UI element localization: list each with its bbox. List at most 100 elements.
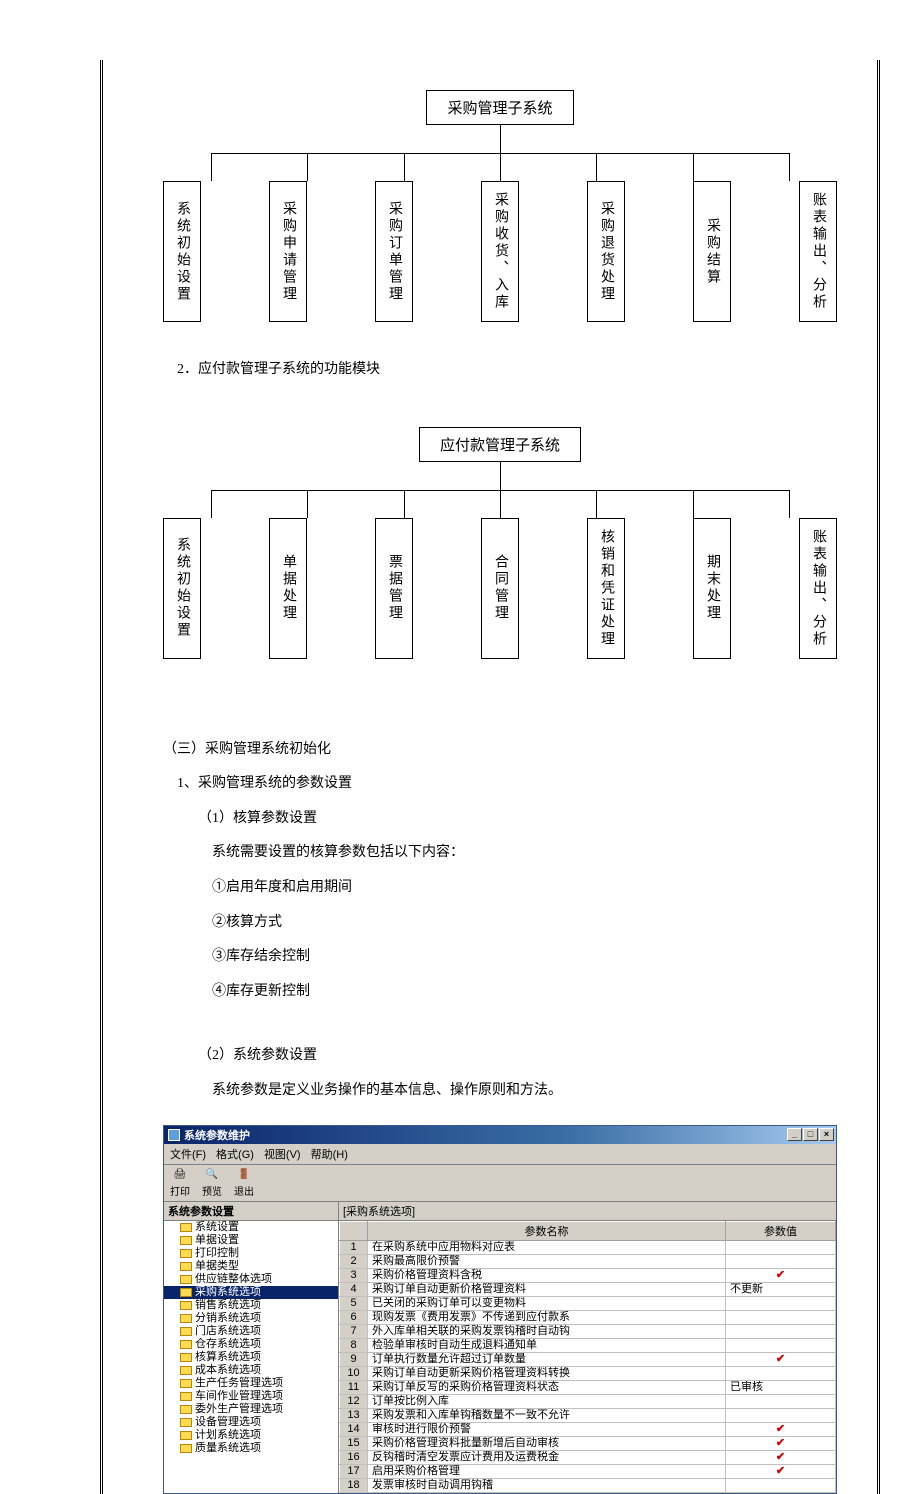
tree-item[interactable]: 分销系统选项 <box>164 1312 338 1325</box>
section-2-heading: 2．应付款管理子系统的功能模块 <box>177 357 837 384</box>
tree-item[interactable]: 成本系统选项 <box>164 1364 338 1377</box>
param-table: 参数名称 参数值 1在采购系统中应用物料对应表2采购最高限价预警3采购价格管理资… <box>339 1221 836 1493</box>
param-name-cell: 采购订单反写的采购价格管理资料状态 <box>368 1380 726 1394</box>
table-row[interactable]: 3采购价格管理资料含税✔ <box>340 1268 836 1282</box>
table-row[interactable]: 13采购发票和入库单钩稽数量不一致不允许 <box>340 1408 836 1422</box>
folder-icon <box>180 1236 192 1245</box>
tree-item[interactable]: 核算系统选项 <box>164 1351 338 1364</box>
param-value-cell[interactable]: ✔ <box>726 1268 836 1282</box>
param-value-cell[interactable]: ✔ <box>726 1450 836 1464</box>
orgchart-child: 采购退货处理 <box>587 181 625 322</box>
tree-item[interactable]: 生产任务管理选项 <box>164 1377 338 1390</box>
param-value-cell[interactable] <box>726 1366 836 1380</box>
tree-panel: 系统参数设置 系统设置单据设置打印控制单据类型供应链整体选项采购系统选项销售系统… <box>164 1202 339 1493</box>
toolbar-button[interactable]: 🚪退出 <box>234 1168 254 1198</box>
orgchart-child: 系统初始设置 <box>163 181 201 322</box>
check-icon: ✔ <box>776 1451 785 1463</box>
tree-item[interactable]: 供应链整体选项 <box>164 1273 338 1286</box>
tree-item-label: 采购系统选项 <box>195 1286 261 1299</box>
tree-item-label: 销售系统选项 <box>195 1299 261 1312</box>
toolbar-label: 退出 <box>234 1183 254 1198</box>
toolbar-button[interactable]: 🖨打印 <box>170 1168 190 1198</box>
folder-icon <box>180 1418 192 1427</box>
table-row[interactable]: 17启用采购价格管理✔ <box>340 1464 836 1478</box>
menu-item[interactable]: 帮助(H) <box>311 1146 348 1162</box>
table-row[interactable]: 5已关闭的采购订单可以变更物料 <box>340 1296 836 1310</box>
folder-icon <box>180 1392 192 1401</box>
param-value-cell[interactable] <box>726 1324 836 1338</box>
row-number: 17 <box>340 1464 368 1478</box>
param-value-cell[interactable]: ✔ <box>726 1464 836 1478</box>
folder-icon <box>180 1405 192 1414</box>
tree-item[interactable]: 质量系统选项 <box>164 1442 338 1455</box>
table-row[interactable]: 18发票审核时自动调用钩稽 <box>340 1478 836 1492</box>
maximize-button[interactable]: □ <box>803 1128 818 1141</box>
menu-item[interactable]: 视图(V) <box>264 1146 301 1162</box>
row-number: 15 <box>340 1436 368 1450</box>
tree-item[interactable]: 车间作业管理选项 <box>164 1390 338 1403</box>
param-value-cell[interactable] <box>726 1296 836 1310</box>
tree-item[interactable]: 单据类型 <box>164 1260 338 1273</box>
para-6: ④库存更新控制 <box>212 979 837 1006</box>
tree-item[interactable]: 设备管理选项 <box>164 1416 338 1429</box>
table-row[interactable]: 16反钩稽时清空发票应计费用及运费税金✔ <box>340 1450 836 1464</box>
tree-item[interactable]: 仓存系统选项 <box>164 1338 338 1351</box>
param-value-cell[interactable]: 已审核 <box>726 1380 836 1394</box>
col-value: 参数值 <box>726 1221 836 1240</box>
param-value-cell[interactable]: ✔ <box>726 1352 836 1366</box>
table-row[interactable]: 10采购订单自动更新采购价格管理资料转换 <box>340 1366 836 1380</box>
close-button[interactable]: × <box>819 1128 834 1141</box>
tree-item-label: 分销系统选项 <box>195 1312 261 1325</box>
param-value-cell[interactable]: ✔ <box>726 1422 836 1436</box>
预览-icon: 🔍 <box>204 1168 220 1182</box>
table-row[interactable]: 9订单执行数量允许超过订单数量✔ <box>340 1352 836 1366</box>
tree-item[interactable]: 采购系统选项 <box>164 1286 338 1299</box>
table-row[interactable]: 8检验单审核时自动生成退料通知单 <box>340 1338 836 1352</box>
param-name-cell: 审核时进行限价预警 <box>368 1422 726 1436</box>
tree-item[interactable]: 门店系统选项 <box>164 1325 338 1338</box>
table-row[interactable]: 7外入库单相关联的采购发票钩稽时自动钩 <box>340 1324 836 1338</box>
table-row[interactable]: 6现购发票《费用发票》不传递到应付款系 <box>340 1310 836 1324</box>
orgchart-root: 采购管理子系统 <box>426 90 573 125</box>
folder-icon <box>180 1275 192 1284</box>
param-name-cell: 采购发票和入库单钩稽数量不一致不允许 <box>368 1408 726 1422</box>
tree-item[interactable]: 系统设置 <box>164 1221 338 1234</box>
param-value-cell[interactable]: ✔ <box>726 1436 836 1450</box>
row-number: 13 <box>340 1408 368 1422</box>
orgchart-child: 采购订单管理 <box>375 181 413 322</box>
param-value-cell[interactable] <box>726 1338 836 1352</box>
table-row[interactable]: 14审核时进行限价预警✔ <box>340 1422 836 1436</box>
param-value-cell[interactable] <box>726 1240 836 1254</box>
col-rownum <box>340 1221 368 1240</box>
table-row[interactable]: 2采购最高限价预警 <box>340 1254 836 1268</box>
param-value-cell[interactable] <box>726 1478 836 1492</box>
param-value-cell[interactable]: 不更新 <box>726 1282 836 1296</box>
tree-item[interactable]: 打印控制 <box>164 1247 338 1260</box>
table-row[interactable]: 1在采购系统中应用物料对应表 <box>340 1240 836 1254</box>
menu-item[interactable]: 格式(G) <box>216 1146 254 1162</box>
orgchart-payables: 应付款管理子系统系统初始设置单据处理票据管理合同管理核销和凭证处理期末处理账表输… <box>163 427 837 659</box>
tree-item[interactable]: 销售系统选项 <box>164 1299 338 1312</box>
param-value-cell[interactable] <box>726 1254 836 1268</box>
tree-item-label: 委外生产管理选项 <box>195 1403 283 1416</box>
param-value-cell[interactable] <box>726 1310 836 1324</box>
tree-item[interactable]: 单据设置 <box>164 1234 338 1247</box>
tree-item[interactable]: 计划系统选项 <box>164 1429 338 1442</box>
table-row[interactable]: 11采购订单反写的采购价格管理资料状态已审核 <box>340 1380 836 1394</box>
tree-item[interactable]: 委外生产管理选项 <box>164 1403 338 1416</box>
tree-item-label: 打印控制 <box>195 1247 239 1260</box>
titlebar[interactable]: 系统参数维护 _ □ × <box>164 1126 836 1144</box>
table-row[interactable]: 15采购价格管理资料批量新增后自动审核✔ <box>340 1436 836 1450</box>
tree-header: 系统参数设置 <box>164 1202 338 1221</box>
app-window: 系统参数维护 _ □ × 文件(F) 格式(G) 视图(V) 帮助(H) 🖨打印 🔍预览… <box>163 1125 837 1494</box>
table-row[interactable]: 4采购订单自动更新价格管理资料不更新 <box>340 1282 836 1296</box>
minimize-button[interactable]: _ <box>787 1128 802 1141</box>
menu-item[interactable]: 文件(F) <box>170 1146 206 1162</box>
param-value-cell[interactable] <box>726 1394 836 1408</box>
param-value-cell[interactable] <box>726 1408 836 1422</box>
row-number: 2 <box>340 1254 368 1268</box>
orgchart-child: 采购结算 <box>693 181 731 322</box>
table-row[interactable]: 12订单按比例入库 <box>340 1394 836 1408</box>
toolbar-button[interactable]: 🔍预览 <box>202 1168 222 1198</box>
app-icon <box>168 1129 180 1141</box>
